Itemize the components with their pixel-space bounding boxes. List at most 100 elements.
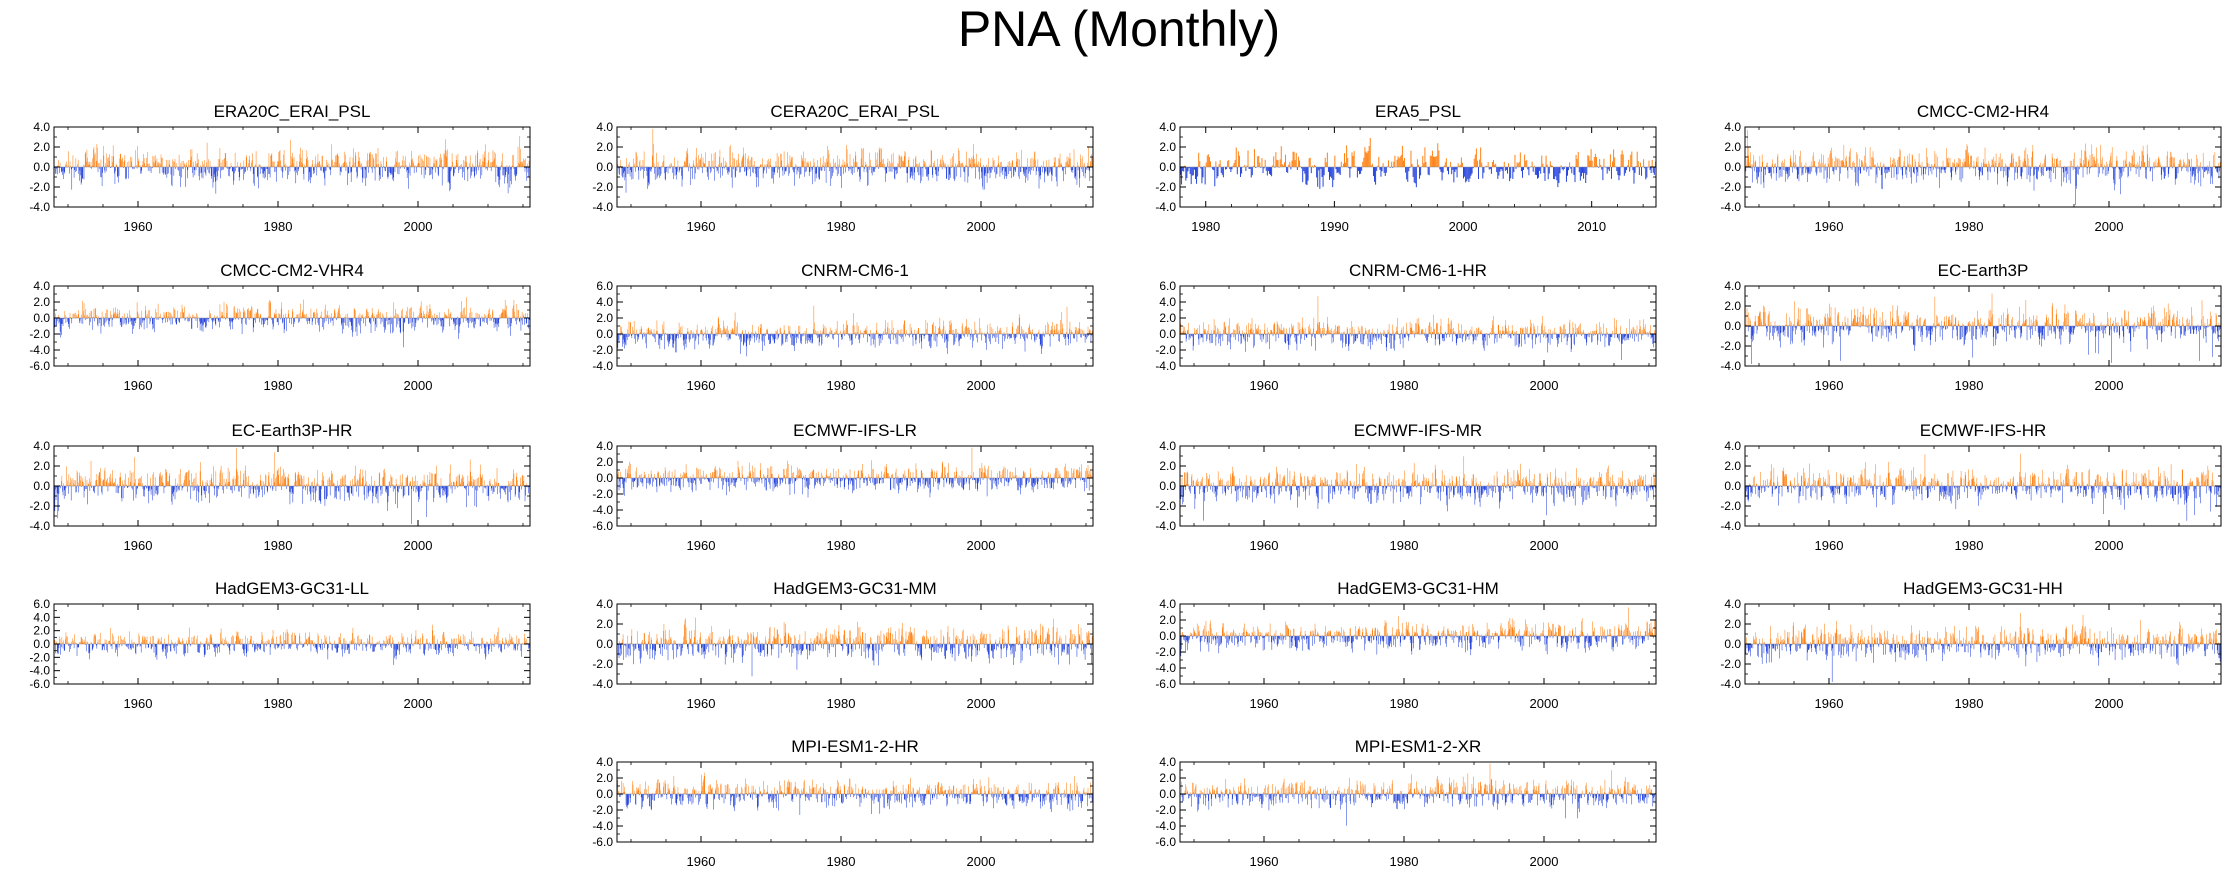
bar [305,167,306,168]
bar [720,328,721,334]
bar [195,318,197,321]
bar [651,167,652,169]
bar [204,160,206,167]
bar [638,334,640,337]
bar [1823,155,1824,167]
bar [1640,167,1642,176]
bar [822,324,824,334]
bar [2043,162,2045,167]
bar [1781,162,1782,167]
bar [1035,167,1037,176]
bar [385,161,387,167]
bar [851,165,853,167]
bar [988,167,990,174]
bar [2114,167,2116,185]
bar [488,160,489,167]
bar [828,150,829,167]
bar [1089,328,1091,334]
bar [1829,167,1830,179]
bar [769,161,770,167]
bar [166,311,167,318]
bar [822,156,824,167]
bar [79,167,80,181]
bar [1044,167,1046,174]
bar [1623,167,1625,176]
bar [434,313,435,318]
bar [780,332,782,334]
bar [485,167,487,170]
bar [194,316,195,318]
bar [345,167,347,171]
bar [2144,162,2145,167]
bar [136,165,137,167]
bar [101,167,102,178]
bar [880,161,881,167]
bar [2021,167,2023,180]
bar [1009,160,1010,167]
bar [143,318,145,330]
bar [964,167,966,182]
bar [233,318,234,321]
bar [1798,167,1799,175]
bar [683,334,685,346]
bar [1905,167,1906,175]
bar [1407,167,1409,182]
bar [709,167,711,169]
bar [1043,161,1044,167]
bar [1196,333,1198,334]
bar [2110,152,2112,167]
bar [2016,162,2017,167]
bar [956,334,958,338]
bar [1217,328,1219,334]
bar [927,334,929,336]
bar [136,167,138,169]
bar [1528,167,1530,176]
bar [1285,154,1287,167]
bar [712,325,713,334]
bar [2179,160,2180,167]
bar [237,161,238,167]
bar [307,160,309,167]
bar [1499,167,1501,172]
bar [1970,155,1972,167]
bar [118,167,120,176]
bar [1380,167,1382,177]
bar [1369,137,1371,167]
bar [684,334,685,350]
bar [154,163,155,167]
bar [2019,159,2021,167]
bar [1927,157,1928,167]
bar [822,164,823,167]
bar [975,329,976,334]
bar [520,318,522,331]
bar [2188,159,2189,167]
bar [1294,160,1296,167]
bar [1510,167,1512,179]
bar [419,163,420,167]
bar [2012,163,2013,167]
bar [1883,163,1884,167]
bar [650,167,651,172]
bar [209,161,211,167]
bar [1014,167,1016,171]
bar [661,165,662,167]
bar [2056,158,2058,167]
bar [1196,167,1198,184]
bar [365,318,367,327]
bar [2123,167,2125,172]
bar [1781,167,1783,177]
bar [1594,153,1596,167]
bar [236,166,238,167]
bar [1408,167,1410,172]
bar [61,167,62,172]
bar [467,318,468,323]
bar [59,162,61,167]
bar [1000,167,1002,173]
bar [216,167,218,181]
bar [904,156,905,167]
bar [638,167,640,180]
bar [1028,327,1029,334]
bar [1487,162,1489,167]
bar [129,310,130,318]
bar [820,330,822,334]
